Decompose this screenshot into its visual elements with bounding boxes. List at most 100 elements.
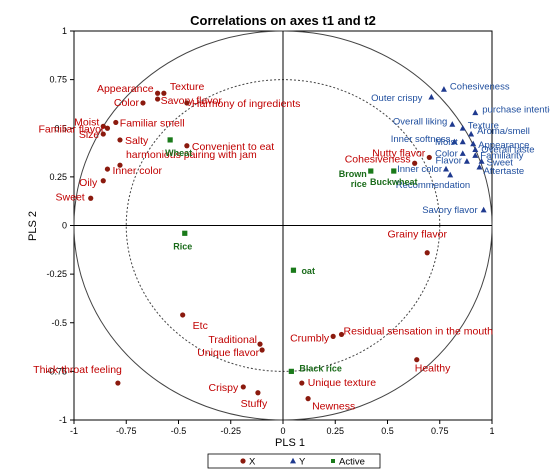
x-point-healthy — [414, 357, 420, 363]
y-tick-label: -1 — [59, 415, 67, 425]
x-label-harmony-of-ingredients: Harmony of ingredients — [192, 98, 301, 110]
x-point-unique-flavor — [259, 347, 265, 353]
y-point-overall-taste — [472, 146, 479, 153]
x-point-stuffy — [255, 390, 261, 396]
x-point-unique-texture — [299, 380, 305, 386]
y-label-flavor: Flavor — [436, 155, 462, 166]
y-label-sweet: Sweet — [487, 157, 514, 168]
x-point-residual-sensation-in-the-mouth — [338, 331, 345, 338]
x-label-color: Color — [114, 97, 140, 109]
active-label-rice: Rice — [173, 241, 192, 251]
legend-marker-y — [290, 457, 296, 464]
y-label-overall-liking: Overall liking — [393, 116, 447, 127]
x-point-grainy-flavor — [424, 250, 430, 256]
x-point-newness — [305, 396, 311, 402]
y-label-moist: Moist — [435, 137, 458, 148]
x-label-thick-throat-feeling: Thick throat feeling — [33, 364, 122, 376]
x-point-sweet — [88, 195, 94, 201]
y-label-appearance: Appearance — [478, 140, 529, 151]
y-tick-label: 0.75 — [49, 75, 67, 85]
legend-label-active: Active — [339, 457, 365, 468]
y-label-overall-taste: Overall taste — [481, 145, 534, 156]
y-point-aroma-smell — [468, 130, 475, 137]
y-point-texture — [459, 125, 466, 131]
active-point-brown-rice — [368, 168, 374, 174]
chart-title: Correlations on axes t1 and t2 — [190, 13, 376, 28]
x-label-nutty-flavor: Nutty flavor — [372, 147, 426, 159]
x-label-etc: Etc — [193, 320, 208, 332]
legend-label-y: Y — [299, 457, 306, 468]
y-label-savory-flavor: Savory flavor — [422, 205, 477, 216]
y-tick-label: -0.75 — [46, 366, 67, 376]
x-tick-label: -1 — [70, 426, 78, 436]
x-point-traditional — [257, 341, 263, 347]
x-tick-label: -0.75 — [116, 426, 137, 436]
y-point-outer-crispy — [428, 93, 435, 100]
legend: X Y Active — [207, 453, 381, 469]
x-axis-label: PLS 1 — [275, 437, 305, 449]
x-tick-label: 0 — [280, 426, 285, 436]
active-point-wheat — [167, 137, 173, 143]
x-point-savory-flavor — [155, 96, 161, 102]
x-point-inner-color — [104, 166, 111, 172]
y-point-familiarity — [472, 152, 479, 158]
x-tick-label: 0.75 — [431, 426, 449, 436]
y-point-flavor — [463, 158, 470, 164]
x-point-crumbly — [330, 333, 336, 339]
y-point-moist — [459, 138, 466, 145]
active-point-black-rice — [288, 368, 294, 374]
y-tick-label: 0.5 — [54, 123, 67, 133]
x-point-nutty-flavor — [426, 154, 432, 161]
x-point-texture — [161, 90, 167, 96]
y-tick-label: -0.25 — [46, 269, 67, 279]
x-tick-label: 1 — [489, 426, 494, 436]
plot-area: -1 -0.75 -0.5 -0.25 0 0.25 0.5 0.75 1 1 0.75 0.5 0.2… — [33, 26, 550, 436]
active-label-brown-rice: Brown rice — [339, 169, 367, 189]
x-label-unique-flavor: Unique flavor — [197, 347, 259, 359]
x-label-healthy: Healthy — [415, 363, 451, 375]
y-point-purchase-intention — [472, 109, 479, 116]
x-point-oily — [100, 178, 106, 184]
y-point-sweet — [478, 158, 485, 164]
x-label-sweet: Sweet — [56, 191, 85, 203]
x-label-crispy: Crispy — [209, 382, 240, 394]
x-point-etc — [180, 312, 186, 318]
active-label-wheat: Wheat — [165, 148, 192, 158]
x-point-thick-throat-feeling — [115, 380, 121, 386]
y-point-overall-liking — [449, 121, 456, 127]
y-label-texture: Texture — [468, 120, 499, 131]
x-point-familiar-smell — [113, 119, 119, 126]
x-tick-label: -0.5 — [171, 426, 187, 436]
x-point-appearance — [155, 90, 161, 96]
x-tick-label: 0.25 — [326, 426, 344, 436]
x-label-cohesiveness: Cohesiveness — [345, 153, 411, 165]
x-label-residual-sensation-in-the-mouth: Residual sensation in the mouth — [344, 325, 494, 337]
x-label-unique-texture: Unique texture — [308, 377, 376, 389]
y-point-inner-softness — [451, 138, 458, 145]
x-point-salty — [117, 137, 123, 143]
x-label-texture: Texture — [170, 81, 205, 93]
x-point-color — [140, 100, 146, 106]
y-label-familiarity: Familiarity — [480, 150, 524, 161]
y-label-aftertaste: Aftertaste — [483, 166, 524, 177]
x-point-familiar-flavor — [104, 125, 111, 131]
y-label-purchase-intention: purchase intention — [482, 105, 550, 116]
y-tick-label: 0.25 — [49, 172, 67, 182]
x-label-harmonious-pairing-with-jam: harmonious pairing with jam — [126, 149, 257, 161]
x-point-crispy — [240, 384, 246, 390]
x-label-traditional: Traditional — [208, 334, 257, 346]
x-label-familiar-flavor: Familiar flavor — [39, 123, 105, 135]
legend-label-x: X — [249, 457, 256, 468]
active-label-black-rice: Black rice — [299, 363, 342, 373]
legend-marker-x — [240, 458, 246, 464]
x-point-moist — [100, 123, 106, 129]
y-label-cohesiveness: Cohesiveness — [450, 81, 510, 92]
x-point-cohesiveness — [412, 160, 418, 166]
y-label-aroma-smell: Aroma/smell — [477, 126, 530, 137]
y-label-color: Color — [435, 149, 458, 160]
x-label-savory-flavor: Savory flavor — [161, 95, 223, 107]
x-label-crumbly: Crumbly — [290, 332, 330, 344]
legend-marker-active — [331, 459, 335, 463]
x-label-inner-color: Inner color — [112, 165, 162, 177]
